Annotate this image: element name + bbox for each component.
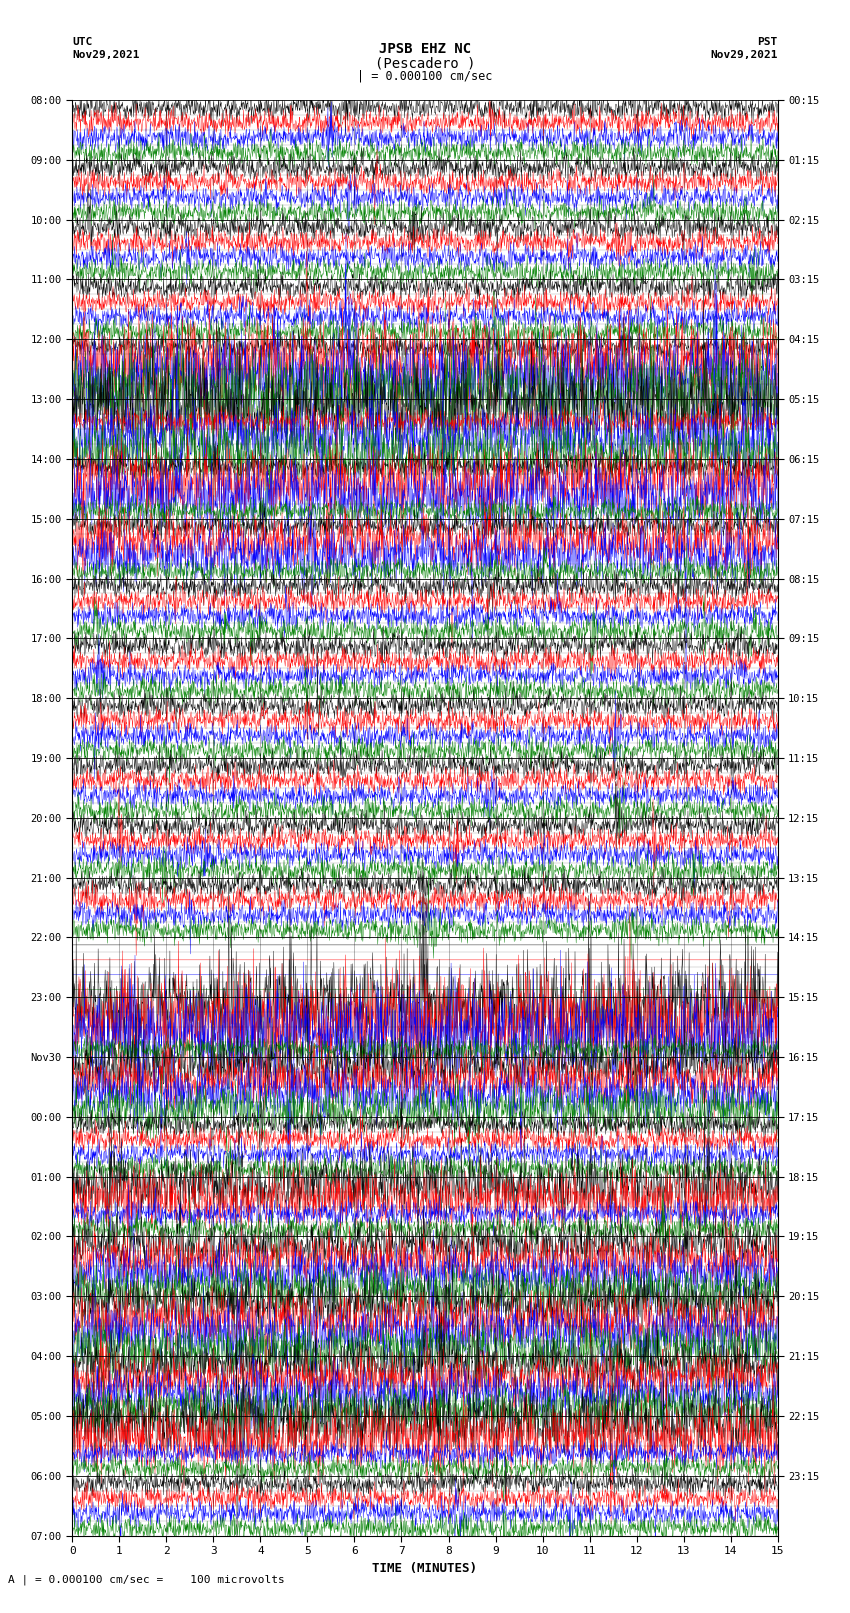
X-axis label: TIME (MINUTES): TIME (MINUTES): [372, 1561, 478, 1574]
Text: | = 0.000100 cm/sec: | = 0.000100 cm/sec: [357, 69, 493, 82]
Text: PST: PST: [757, 37, 778, 47]
Text: A | = 0.000100 cm/sec =    100 microvolts: A | = 0.000100 cm/sec = 100 microvolts: [8, 1574, 286, 1586]
Text: (Pescadero ): (Pescadero ): [375, 56, 475, 71]
Text: Nov29,2021: Nov29,2021: [72, 50, 139, 60]
Text: UTC: UTC: [72, 37, 93, 47]
Text: Nov29,2021: Nov29,2021: [711, 50, 778, 60]
Text: JPSB EHZ NC: JPSB EHZ NC: [379, 42, 471, 56]
